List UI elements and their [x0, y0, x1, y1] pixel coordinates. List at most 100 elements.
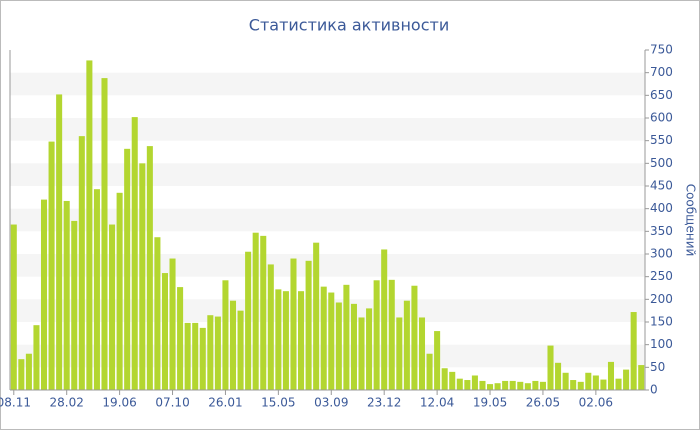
- bar: [40, 199, 48, 390]
- y-tick-label: 200: [650, 292, 673, 306]
- bar: [237, 310, 244, 390]
- bar: [373, 280, 380, 390]
- bar: [245, 251, 252, 390]
- bar: [494, 383, 501, 390]
- bar: [539, 381, 546, 390]
- bar: [25, 353, 32, 390]
- x-tick-label: 08.11: [0, 396, 31, 410]
- bar: [56, 94, 63, 390]
- bar: [456, 378, 463, 390]
- y-tick-label: 650: [650, 88, 673, 102]
- bar: [426, 353, 433, 390]
- bar: [305, 260, 312, 390]
- bar: [623, 369, 630, 390]
- x-tick-label: 07.10: [155, 396, 189, 410]
- bar: [388, 279, 395, 390]
- bar: [343, 284, 350, 390]
- bar: [146, 146, 153, 390]
- bar: [524, 383, 531, 390]
- x-tick-label: 19.05: [473, 396, 507, 410]
- bar: [93, 189, 100, 390]
- bar: [313, 242, 320, 390]
- bar: [441, 368, 448, 390]
- grid-band: [10, 72, 645, 96]
- y-tick-label: 250: [650, 269, 673, 283]
- bar: [169, 258, 176, 390]
- x-tick-label: 12.04: [420, 396, 454, 410]
- y-tick-label: 750: [650, 43, 673, 57]
- bar: [252, 232, 259, 390]
- y-tick-label: 300: [650, 247, 673, 261]
- bar: [577, 381, 584, 390]
- x-tick-label: 15.05: [261, 396, 295, 410]
- grid-band: [10, 163, 645, 186]
- bar: [320, 286, 327, 390]
- x-tick-label: 19.06: [102, 396, 136, 410]
- bar: [638, 365, 645, 390]
- bar: [63, 200, 70, 390]
- bar: [464, 380, 471, 390]
- bar: [358, 317, 365, 390]
- bar: [479, 380, 486, 390]
- x-tick-label: 26.01: [208, 396, 242, 410]
- bar: [184, 322, 191, 390]
- bar: [403, 300, 410, 390]
- bar: [509, 380, 516, 390]
- bar: [555, 362, 562, 390]
- y-tick-label: 500: [650, 156, 673, 170]
- chart-title: Статистика активности: [249, 16, 449, 35]
- bar: [630, 312, 637, 390]
- bar: [161, 273, 168, 390]
- bar: [487, 384, 494, 390]
- bar: [116, 192, 123, 390]
- bar: [381, 249, 388, 390]
- bar: [214, 316, 221, 390]
- x-tick-label: 03.09: [314, 396, 348, 410]
- y-tick-label: 600: [650, 111, 673, 125]
- bar: [502, 380, 509, 390]
- y-tick-label: 700: [650, 65, 673, 79]
- bar: [282, 291, 289, 390]
- y-tick-label: 150: [650, 315, 673, 329]
- bar: [78, 136, 85, 390]
- bar: [562, 372, 569, 390]
- bar: [177, 287, 184, 390]
- bar: [139, 163, 146, 390]
- x-tick-label: 28.02: [50, 396, 84, 410]
- bar: [267, 264, 274, 390]
- x-tick-label: 23.12: [367, 396, 401, 410]
- bar: [396, 317, 403, 390]
- y-tick-label: 350: [650, 224, 673, 238]
- bar: [222, 280, 229, 390]
- bar: [154, 237, 161, 390]
- bar: [229, 300, 237, 390]
- bar: [600, 379, 607, 390]
- bar: [131, 117, 138, 391]
- bar: [615, 378, 622, 390]
- bar: [585, 372, 592, 390]
- bar: [547, 345, 554, 390]
- bar: [607, 361, 615, 390]
- bar: [335, 302, 342, 390]
- bar: [48, 141, 55, 390]
- bar: [18, 359, 25, 390]
- bar: [275, 289, 282, 390]
- bar: [366, 308, 373, 390]
- bar: [471, 375, 478, 390]
- bar: [411, 285, 418, 390]
- y-tick-label: 50: [650, 360, 665, 374]
- bar: [260, 235, 267, 390]
- bar: [532, 380, 539, 390]
- bar: [199, 327, 206, 390]
- y-tick-label: 400: [650, 201, 673, 215]
- bar: [101, 78, 108, 391]
- grid-band: [10, 344, 645, 368]
- y-axis-label: Сообщений: [684, 184, 698, 257]
- bar: [33, 325, 40, 390]
- bar: [86, 60, 93, 390]
- bar: [124, 148, 131, 390]
- bar: [207, 315, 214, 390]
- y-tick-label: 0: [650, 383, 658, 397]
- bar: [592, 375, 599, 390]
